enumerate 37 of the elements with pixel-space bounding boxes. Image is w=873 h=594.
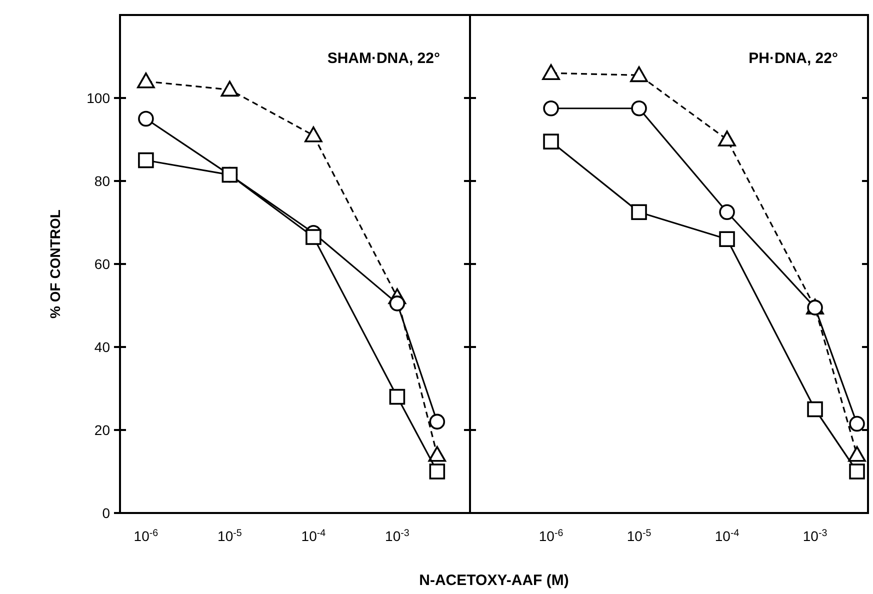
y-tick-label: 20 [94, 422, 110, 438]
point [718, 130, 736, 146]
y-tick-label: 40 [94, 338, 110, 355]
point [389, 388, 406, 405]
x-tick-label: 10$^{-3}$ [802, 528, 828, 544]
x-tick-label: 10$^{-4}$ [301, 528, 326, 544]
point [719, 204, 735, 220]
point [220, 80, 239, 97]
point [138, 110, 154, 127]
x-tick-label: 10$^{-3}$ [385, 528, 410, 544]
point [138, 152, 154, 168]
point [807, 401, 823, 418]
annotation: SHAM·DNA, 22° [327, 50, 440, 67]
x-axis-title: N-ACETOXY-AAF (M) [419, 572, 569, 589]
point [543, 100, 559, 116]
annotation: PH·DNA, 22° [748, 50, 838, 67]
point [630, 66, 648, 82]
point [631, 204, 647, 220]
point [304, 126, 322, 142]
point [631, 100, 647, 116]
x-tick-label: 10$^{-6}$ [134, 528, 159, 544]
point [543, 134, 559, 150]
y-axis-title: % OF CONTROL [47, 209, 63, 318]
x-tick-label: 10$^{-4}$ [714, 528, 740, 544]
point [222, 166, 238, 183]
y-tick-label: 60 [94, 256, 110, 272]
y-tick-label: 0 [102, 504, 110, 521]
y-tick-label: 80 [94, 172, 110, 189]
point [719, 231, 735, 247]
point [389, 296, 406, 312]
y-tick-label: 100 [86, 90, 110, 106]
point [306, 229, 322, 245]
x-tick-label: 10$^{-5}$ [218, 528, 242, 544]
point [137, 72, 155, 88]
x-tick-label: 10$^{-6}$ [538, 528, 564, 544]
x-tick-label: 10$^{-5}$ [626, 528, 652, 544]
point [542, 64, 560, 80]
